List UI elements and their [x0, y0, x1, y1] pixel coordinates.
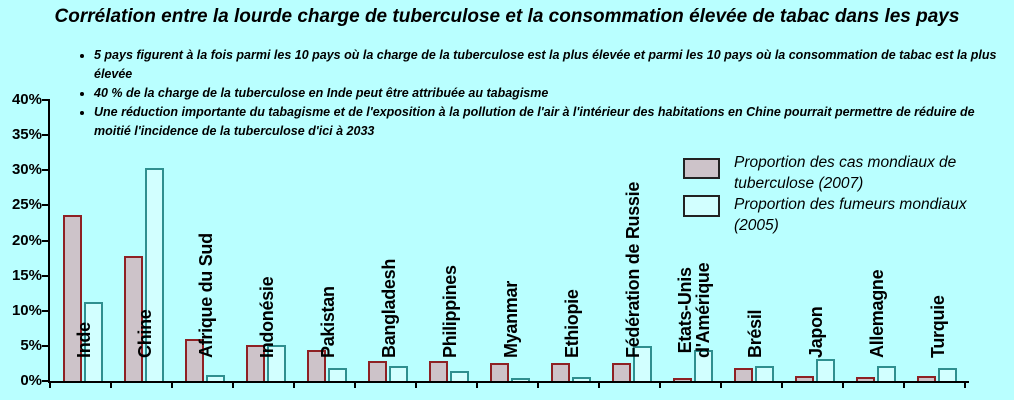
x-axis-tick [659, 381, 661, 388]
bullet-text: 5 pays figurent à la fois parmi les 10 p… [94, 48, 997, 81]
bar-fumeurs [572, 376, 591, 381]
bullet-text: Une réduction importante du tabagisme et… [94, 105, 975, 138]
x-axis-tick [720, 381, 722, 388]
category-label: Indonésie [256, 276, 277, 358]
x-axis-tick [293, 381, 295, 388]
bar-fumeurs [938, 367, 957, 381]
bullet-item: 5 pays figurent à la fois parmi les 10 p… [94, 46, 1000, 84]
y-tick-label: 10% [11, 301, 42, 319]
y-axis-tick [42, 99, 49, 101]
y-tick-label: 25% [11, 196, 42, 214]
bar-tuberculose [124, 256, 143, 381]
bar-tuberculose [490, 362, 509, 381]
y-tick-label: 15% [11, 266, 42, 284]
category-label: Ethiopie [561, 289, 582, 358]
x-axis-tick [781, 381, 783, 388]
y-axis-tick [42, 380, 49, 382]
category-label: Bangladesh [378, 258, 399, 358]
bar-fumeurs [145, 168, 164, 381]
bar-tuberculose [795, 375, 814, 381]
category-label: Allemagne [866, 269, 887, 358]
category-label: Myanmar [500, 281, 521, 358]
bar-fumeurs [389, 366, 408, 381]
bar-tuberculose [917, 375, 936, 381]
x-axis [48, 381, 969, 383]
x-axis-tick [415, 381, 417, 388]
legend-swatch-fumeurs [683, 195, 720, 217]
bullet-item: 40 % de la charge de la tuberculose en I… [94, 84, 1000, 103]
y-axis-tick [42, 134, 49, 137]
bullet-list: 5 pays figurent à la fois parmi les 10 p… [80, 46, 1000, 141]
legend-swatch-tuberculose [683, 158, 720, 179]
bar-fumeurs [633, 345, 652, 381]
x-axis-tick [476, 381, 478, 388]
bar-fumeurs [450, 370, 469, 381]
x-axis-tick [171, 381, 173, 388]
y-axis [48, 99, 50, 383]
bullet-text: 40 % de la charge de la tuberculose en I… [94, 86, 549, 100]
y-axis-tick [42, 169, 49, 172]
bar-fumeurs [694, 349, 713, 381]
bar-tuberculose [246, 344, 265, 381]
x-axis-tick [598, 381, 600, 388]
category-label: Etats-Unis d'Amérique [674, 262, 713, 358]
bar-fumeurs [816, 359, 835, 381]
x-axis-tick [110, 381, 112, 388]
y-axis-tick [42, 274, 49, 277]
bar-fumeurs [267, 345, 286, 381]
x-axis-tick [232, 381, 234, 388]
category-label: Inde [73, 322, 94, 358]
bar-tuberculose [63, 215, 82, 381]
y-tick-label: 40% [11, 91, 42, 108]
bar-fumeurs [206, 374, 225, 381]
y-axis-tick [42, 239, 49, 242]
bullet-item: Une réduction importante du tabagisme et… [94, 103, 1000, 141]
y-axis-tick [42, 344, 49, 347]
legend-label-tuberculose-line1: Proportion des cas mondiaux de [734, 154, 957, 171]
x-axis-tick [964, 381, 966, 388]
bar-fumeurs [328, 368, 347, 381]
x-axis-tick [49, 381, 51, 388]
category-label: Afrique du Sud [195, 233, 216, 358]
legend: Proportion des cas mondiaux de tuberculo… [734, 152, 1014, 236]
category-label: Pakistan [317, 286, 338, 358]
bar-tuberculose [673, 377, 692, 381]
bar-fumeurs [511, 377, 530, 381]
y-tick-label: 5% [20, 336, 42, 354]
bar-fumeurs [84, 301, 103, 381]
chart-title: Corrélation entre la lourde charge de tu… [54, 6, 960, 27]
bar-tuberculose [612, 362, 631, 381]
bar-tuberculose [856, 376, 875, 381]
bar-tuberculose [307, 350, 326, 381]
x-axis-tick [842, 381, 844, 388]
bar-fumeurs [755, 365, 774, 381]
bar-tuberculose [551, 362, 570, 381]
category-label: Japon [805, 306, 826, 358]
y-axis-tick [42, 309, 49, 312]
y-tick-label: 35% [11, 126, 42, 144]
bar-tuberculose [429, 360, 448, 381]
legend-label-fumeurs: Proportion des fumeurs mondiaux (2005) [734, 196, 967, 234]
x-axis-tick [354, 381, 356, 388]
category-label: Chine [134, 309, 155, 358]
y-axis-tick [42, 204, 49, 207]
category-label: Philippines [439, 265, 460, 358]
category-label: Fédération de Russie [622, 181, 643, 358]
x-axis-tick [537, 381, 539, 388]
bar-tuberculose [734, 367, 753, 381]
y-tick-label: 20% [11, 231, 42, 249]
x-axis-tick [903, 381, 905, 388]
y-tick-label: 30% [11, 161, 42, 179]
bar-tuberculose [185, 338, 204, 381]
legend-label-tuberculose-line2: tuberculose (2007) [734, 175, 864, 192]
bar-fumeurs [877, 365, 896, 381]
category-label: Brésil [744, 309, 765, 358]
bar-tuberculose [368, 360, 387, 381]
category-label: Turquie [927, 295, 948, 358]
y-tick-label: 0% [20, 372, 42, 389]
